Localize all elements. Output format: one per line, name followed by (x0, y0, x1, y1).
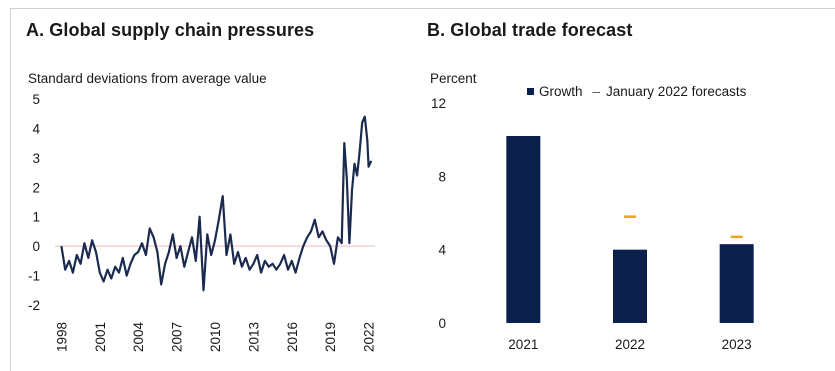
y-tick-label: -2 (28, 298, 40, 313)
y-tick-label: 1 (32, 210, 40, 225)
legend: Growth – January 2022 forecasts (527, 84, 746, 99)
supply-chain-pressure-line (60, 115, 373, 292)
y-tick-label: 0 (438, 316, 446, 331)
panel-a-title: A. Global supply chain pressures (26, 20, 315, 40)
frame-top-border (10, 8, 835, 9)
x-tick-label: 2022 (615, 337, 645, 352)
x-tick-label: 2022 (362, 322, 377, 352)
x-tick-label: 2001 (93, 322, 108, 352)
panel-a-ylabel: Standard deviations from average value (28, 71, 267, 86)
x-tick-label: 2004 (131, 321, 146, 352)
growth-bar (719, 244, 754, 323)
frame-left-border (10, 8, 11, 371)
x-tick-label: 2023 (722, 337, 752, 352)
y-tick-label: 3 (32, 151, 40, 166)
y-tick-label: 4 (32, 121, 40, 136)
x-tick-label: 2010 (208, 322, 223, 352)
x-tick-label: 2019 (323, 322, 338, 352)
x-tick-label: 1998 (54, 322, 69, 352)
legend-growth-swatch (527, 88, 534, 95)
y-tick-label: 5 (32, 92, 40, 107)
y-tick-label: -1 (28, 269, 40, 284)
legend-forecast-swatch: – (592, 84, 601, 99)
y-tick-label: 2 (32, 180, 40, 195)
legend-forecast-label: January 2022 forecasts (606, 84, 747, 99)
legend-growth-label: Growth (539, 84, 583, 99)
x-tick-label: 2007 (170, 322, 185, 352)
x-tick-label: 2021 (508, 337, 538, 352)
growth-bar (613, 249, 647, 323)
y-tick-label: 0 (32, 239, 40, 254)
y-tick-label: 8 (438, 169, 446, 184)
panel-b-ylabel: Percent (430, 71, 477, 86)
x-tick-label: 2013 (246, 322, 261, 352)
y-tick-label: 12 (431, 96, 446, 111)
panel-b-title: B. Global trade forecast (427, 20, 633, 40)
x-tick-label: 2016 (285, 322, 300, 352)
growth-bar (506, 136, 541, 323)
y-tick-label: 4 (438, 243, 446, 258)
